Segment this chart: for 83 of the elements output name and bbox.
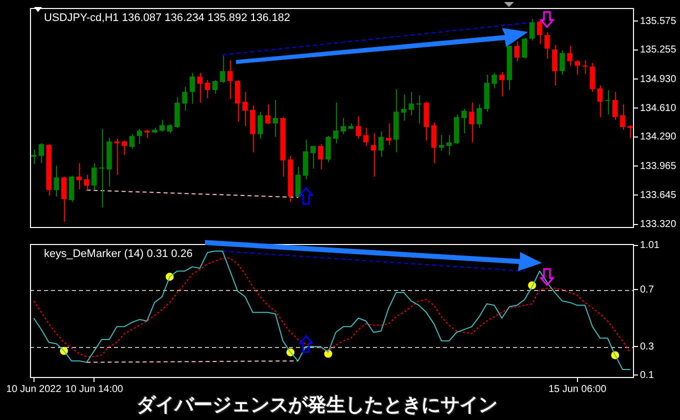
candlestick (522, 37, 528, 59)
candlestick (469, 102, 474, 143)
candlestick (68, 175, 74, 202)
candlestick (84, 174, 90, 191)
candlestick (536, 20, 542, 45)
candlestick (234, 80, 240, 122)
candlestick (122, 140, 128, 156)
candlestick (61, 176, 67, 222)
y-tick-label: 135.575 (640, 16, 677, 27)
candlestick (258, 111, 263, 140)
y-tick-label: 134.290 (640, 132, 677, 143)
candlestick (197, 72, 203, 104)
candlestick (514, 40, 520, 62)
candlestick (590, 62, 596, 92)
candlestick (574, 60, 580, 76)
candlestick (227, 60, 233, 100)
candlestick (604, 90, 610, 115)
candlestick (499, 72, 505, 97)
candlestick (370, 132, 376, 178)
y-tick-label: 134.930 (640, 74, 677, 85)
text: ダイバージェンスが発生したときにサイン (136, 394, 498, 416)
candlestick (38, 142, 44, 164)
candlestick (408, 91, 414, 116)
y-tick-label: 0.3 (640, 341, 654, 352)
candlestick (620, 104, 626, 130)
candlestick (378, 131, 384, 158)
candlestick (416, 94, 422, 124)
candlestick (446, 134, 452, 156)
candlestick (356, 116, 362, 140)
candlestick (340, 118, 346, 135)
candlestick (529, 18, 535, 41)
candlestick (242, 91, 248, 127)
candlestick (544, 32, 550, 59)
candlestick (492, 72, 497, 89)
candlestick (552, 44, 558, 86)
candlestick (136, 128, 142, 145)
candlestick (567, 45, 572, 66)
y-tick-label: 133.965 (640, 160, 677, 172)
line-series (33, 258, 631, 358)
candlestick (204, 80, 210, 99)
candlestick (92, 162, 97, 191)
candlestick (182, 86, 188, 112)
candlestick (597, 85, 603, 118)
candlestick (461, 108, 467, 134)
y-tick-label: 0.7 (640, 284, 654, 296)
candlestick (310, 145, 316, 169)
candlestick (99, 128, 104, 208)
y-tick-label: 135.255 (640, 44, 677, 56)
candlestick (612, 91, 618, 120)
candlestick (295, 166, 301, 198)
candlestick (265, 104, 270, 125)
chart-title: keys_DeMarker (14) 0.31 0.26 (44, 248, 193, 260)
candlestick (220, 55, 226, 84)
candlestick (272, 99, 278, 138)
candlestick (76, 162, 82, 190)
candlestick (560, 50, 565, 76)
x-tick-label: 15 Jun 06:00 (548, 384, 607, 395)
x-tick-label: 10 Jun 2022 (6, 384, 62, 395)
y-tick-label: 133.645 (640, 190, 677, 201)
y-tick-label: 1.01 (640, 240, 660, 252)
candlestick (476, 104, 482, 128)
x-tick-label: 10 Jun 14:00 (65, 384, 124, 395)
candlestick (318, 144, 324, 170)
chart-title: USDJPY-cd,H1 136.087 136.234 135.892 136.182 (44, 12, 290, 24)
candlestick (386, 122, 392, 146)
candlestick (438, 134, 444, 151)
y-tick-label: 0.1 (640, 370, 654, 381)
candlestick (363, 127, 369, 146)
candlestick (129, 134, 135, 150)
candlestick (212, 80, 218, 94)
y-tick-label: 134.610 (640, 102, 677, 114)
candlestick (326, 136, 331, 163)
candlestick (582, 60, 588, 74)
y-tick-label: 133.320 (640, 219, 677, 230)
candlestick (54, 165, 60, 197)
candlestick (190, 72, 195, 104)
candlestick (431, 122, 437, 164)
candlestick (159, 119, 165, 132)
candlestick (333, 102, 338, 144)
candlestick (628, 124, 633, 138)
candlestick (31, 149, 36, 164)
candlestick (167, 124, 172, 134)
candlestick (401, 94, 406, 122)
